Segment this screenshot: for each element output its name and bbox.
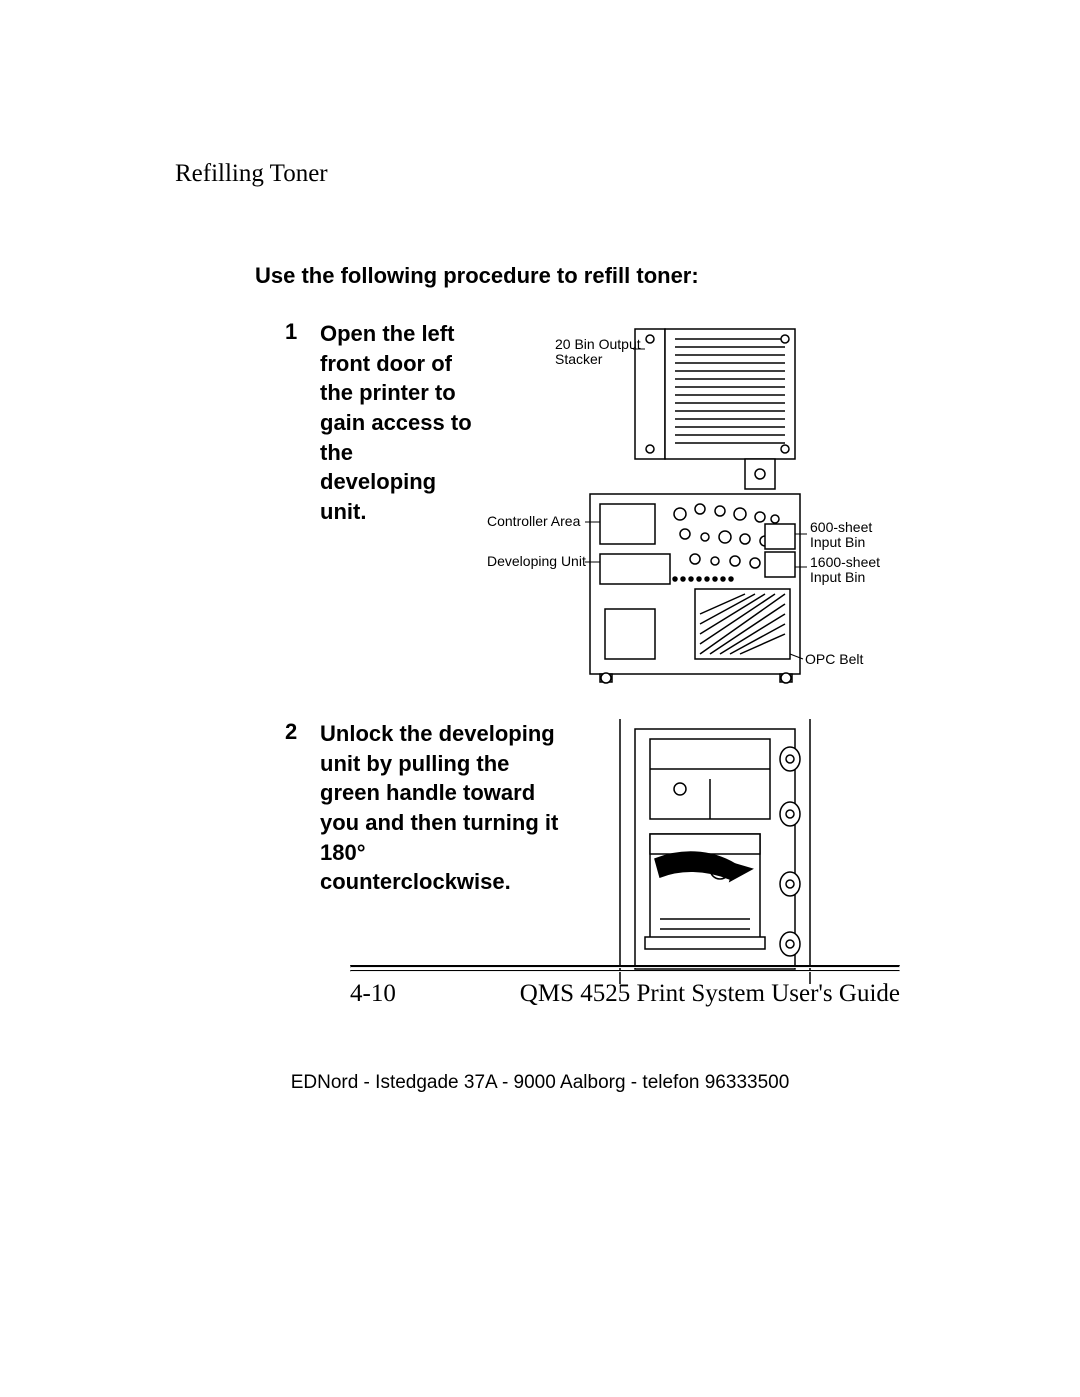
label-600-l1: 600-sheet (810, 519, 872, 535)
step-2-number: 2 (285, 719, 320, 745)
step-1: 1 Open the left front door of the printe… (285, 319, 900, 689)
page-number: 4-10 (350, 980, 396, 1008)
figure-printer-overview: 20 Bin Output Stacker (485, 319, 885, 689)
label-stacker-l2: Stacker (555, 351, 603, 367)
footer-rule-thick (350, 965, 900, 968)
step-1-number: 1 (285, 319, 320, 345)
label-1600-l1: 1600-sheet (810, 554, 880, 570)
label-600-l2: Input Bin (810, 534, 865, 550)
imprint-line: EDNord - Istedgade 37A - 9000 Aalborg - … (0, 1072, 1080, 1094)
procedure-intro: Use the following procedure to refill to… (255, 263, 900, 289)
label-1600-l2: Input Bin (810, 569, 865, 585)
page-footer: 4-10 QMS 4525 Print System User's Guide (350, 980, 900, 1008)
footer-rule-thin (350, 970, 900, 972)
section-header: Refilling Toner (175, 160, 900, 188)
label-controller: Controller Area (487, 513, 581, 529)
label-opc: OPC Belt (805, 651, 863, 667)
step-1-text: Open the left front door of the printer … (320, 319, 475, 527)
step-2: 2 Unlock the developing unit by pulling … (285, 719, 900, 989)
step-2-text: Unlock the developing unit by pulling th… (320, 719, 560, 897)
label-stacker-l1: 20 Bin Output (555, 336, 641, 352)
label-developing: Developing Unit (487, 553, 586, 569)
figure-unlock-handle (580, 719, 840, 989)
doc-title: QMS 4525 Print System User's Guide (520, 980, 900, 1008)
